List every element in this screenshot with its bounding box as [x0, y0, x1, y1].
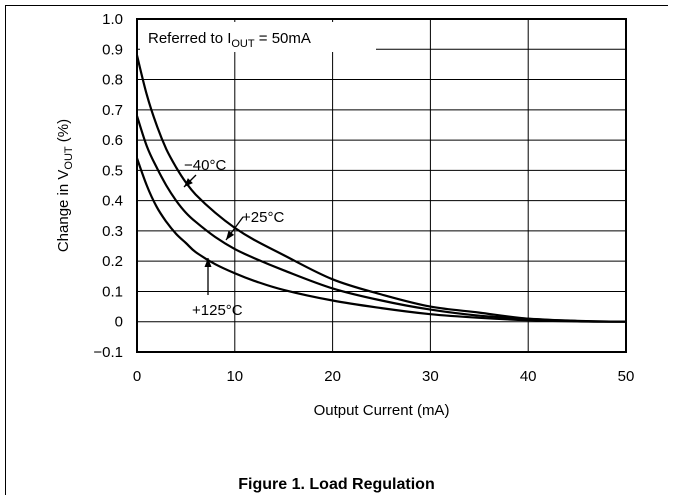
plot-border — [136, 18, 627, 353]
y-axis-label: Change in VOUT (%) — [55, 119, 75, 252]
y-tick-label: 0.5 — [102, 162, 123, 179]
annotation-minus40c: −40°C — [184, 157, 226, 174]
note-suffix: = 50mA — [255, 30, 311, 47]
note-prefix: Referred to I — [148, 30, 231, 47]
x-tick-label: 10 — [226, 368, 243, 385]
reference-note-text: Referred to IOUT = 50mA — [148, 30, 311, 50]
annotation-arrow-head — [184, 178, 193, 187]
load-regulation-chart: 0 10 20 30 40 50 −0.1 0 0.1 0.2 0.3 0.4 0.5 0.6 0.7 0.8… — [55, 11, 634, 419]
series-annotations: −40°C +25°C +125°C — [183, 157, 284, 319]
annotation-25c: +25°C — [242, 209, 284, 226]
figure-frame — [5, 5, 668, 495]
y-label-main: Change in V — [55, 170, 72, 253]
annotation-125c: +125°C — [192, 302, 243, 319]
y-tick-label: 0.7 — [102, 102, 123, 119]
series-layer — [135, 55, 627, 323]
grid — [136, 18, 627, 353]
y-tick-label: 0.9 — [102, 41, 123, 58]
note-sub: OUT — [231, 38, 255, 50]
annotation-arrow-head — [226, 230, 235, 240]
y-tick-label: 0.4 — [102, 193, 123, 210]
series-minus40c-line — [135, 55, 627, 323]
y-tick-label: 0.3 — [102, 223, 123, 240]
annotation-arrow-head — [204, 258, 212, 267]
y-tick-label: 0.1 — [102, 283, 123, 300]
x-tick-label: 30 — [422, 368, 439, 385]
reference-note: Referred to IOUT = 50mA — [140, 22, 376, 52]
y-tick-label: −0.1 — [93, 344, 123, 361]
x-axis-label: Output Current (mA) — [314, 402, 450, 419]
x-tick-label: 0 — [133, 368, 141, 385]
y-label-tail: (%) — [55, 119, 72, 147]
ticks: 0 10 20 30 40 50 −0.1 0 0.1 0.2 0.3 0.4 0.5 0.6 0.7 0.8… — [93, 11, 634, 385]
x-tick-label: 40 — [520, 368, 537, 385]
x-tick-label: 20 — [324, 368, 341, 385]
x-tick-label: 50 — [618, 368, 635, 385]
y-tick-label: 0.2 — [102, 253, 123, 270]
y-label-sub: OUT — [63, 146, 75, 170]
figure-caption: Figure 1. Load Regulation — [238, 476, 435, 493]
y-tick-label: 0 — [115, 314, 123, 331]
y-tick-label: 0.6 — [102, 132, 123, 149]
series-125c-line — [135, 157, 627, 323]
series-25c-line — [135, 115, 627, 323]
y-tick-label: 1.0 — [102, 11, 123, 28]
y-tick-label: 0.8 — [102, 72, 123, 89]
